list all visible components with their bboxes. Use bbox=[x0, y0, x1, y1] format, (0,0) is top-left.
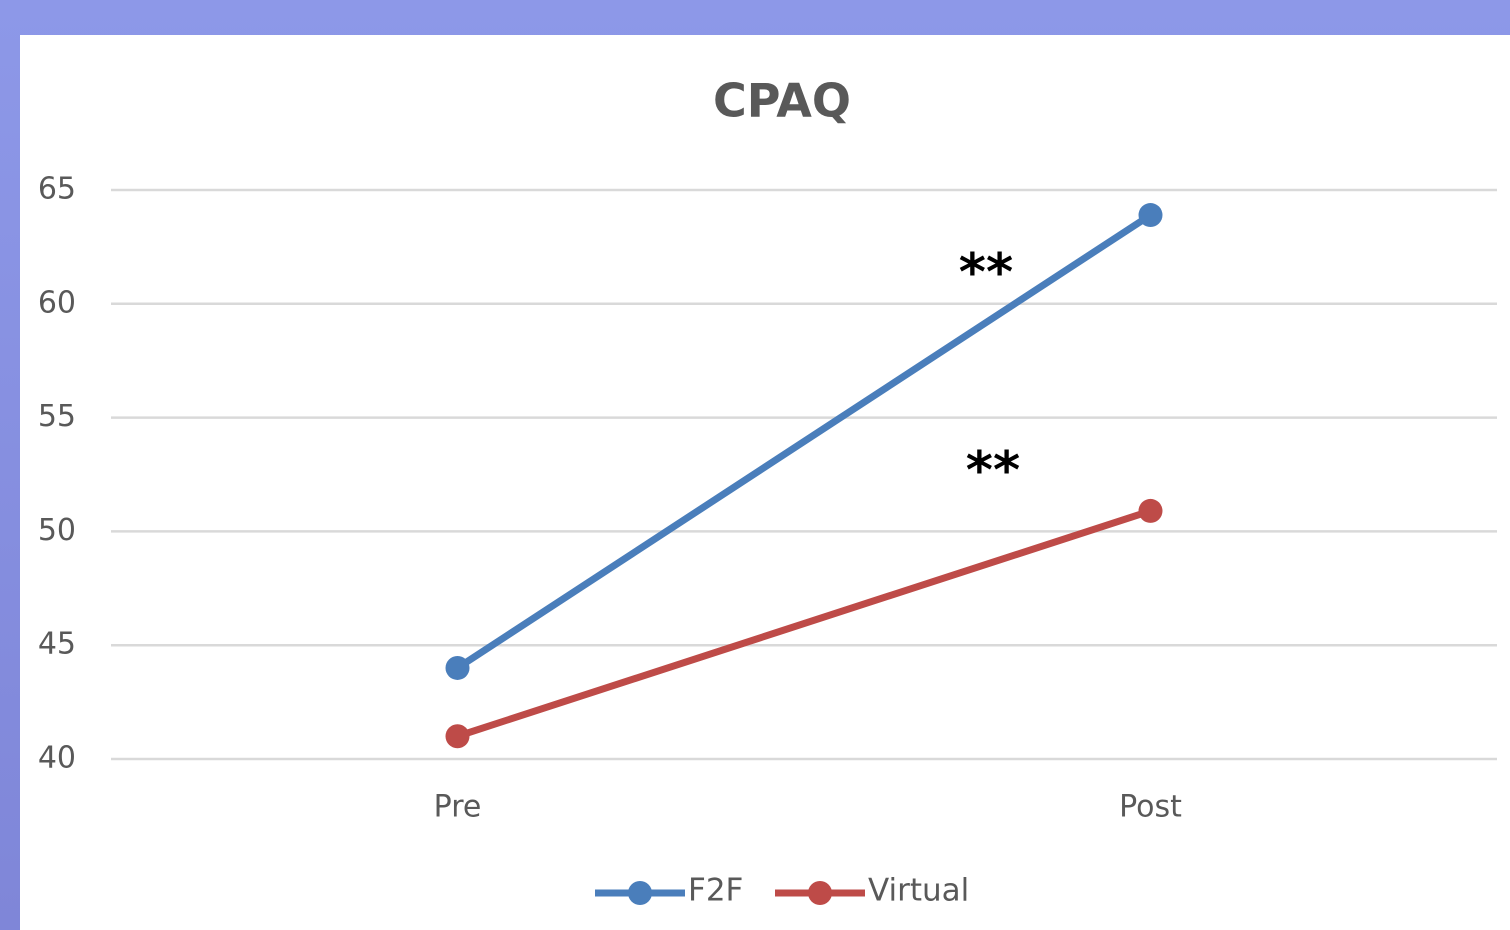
legend-label: Virtual bbox=[868, 873, 969, 909]
data-point bbox=[445, 724, 470, 749]
data-point bbox=[1138, 498, 1163, 523]
series-line bbox=[454, 507, 1154, 740]
y-tick-label: 60 bbox=[38, 285, 76, 320]
y-tick-label: 45 bbox=[38, 627, 76, 662]
annotation: ** bbox=[959, 243, 1013, 303]
y-tick-label: 55 bbox=[38, 399, 76, 434]
x-tick-label: Post bbox=[1119, 790, 1182, 825]
y-tick-label: 50 bbox=[38, 513, 76, 548]
y-tick-label: 40 bbox=[38, 741, 76, 776]
y-tick-label: 65 bbox=[38, 172, 76, 207]
legend-marker bbox=[808, 881, 832, 905]
legend-label: F2F bbox=[688, 873, 743, 909]
legend-marker bbox=[628, 881, 652, 905]
data-point bbox=[1138, 203, 1163, 228]
chart-title: CPAQ bbox=[713, 74, 851, 128]
series-line bbox=[454, 211, 1154, 672]
chart-panel bbox=[20, 35, 1510, 930]
data-point bbox=[445, 655, 470, 680]
x-tick-label: Pre bbox=[434, 790, 482, 825]
annotation: ** bbox=[966, 441, 1020, 501]
